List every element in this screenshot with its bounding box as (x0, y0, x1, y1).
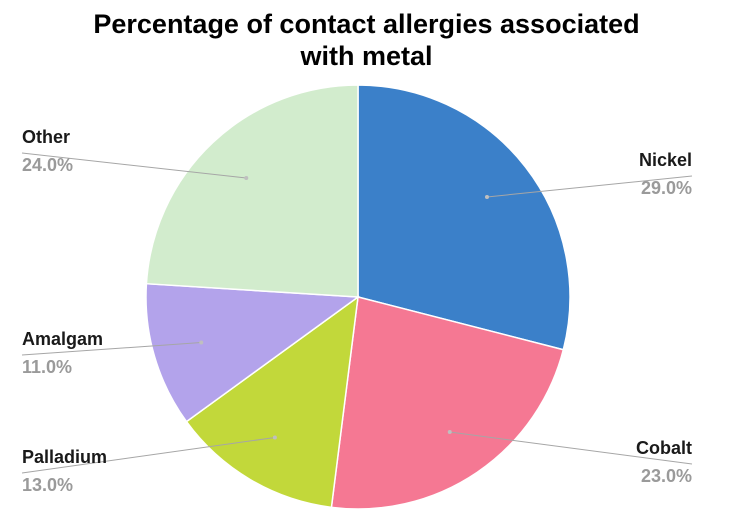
leader-line-palladium (21, 437, 275, 474)
slice-label-other: Other (22, 127, 70, 147)
pie-slice-other (145, 84, 359, 298)
leader-line-nickel (486, 175, 693, 198)
slice-value-palladium: 13.0% (22, 475, 73, 495)
pie-slice-palladium (185, 295, 359, 509)
leader-dot-other (244, 176, 249, 181)
slice-value-nickel: 29.0% (641, 178, 692, 198)
slice-value-cobalt: 23.0% (641, 466, 692, 486)
slice-value-amalgam: 11.0% (22, 357, 72, 377)
slice-label-nickel: Nickel (639, 150, 692, 170)
leader-line-cobalt (449, 431, 693, 465)
pie-slices (145, 84, 571, 510)
chart-title: Percentage of contact allergies associat… (0, 8, 733, 72)
leader-line-amalgam (21, 342, 202, 356)
slice-label-palladium: Palladium (22, 447, 107, 467)
chart-title-line-2: with metal (300, 41, 433, 71)
slice-label-cobalt: Cobalt (636, 438, 692, 458)
slice-label-amalgam: Amalgam (22, 329, 103, 349)
leader-dot-palladium (272, 435, 277, 440)
leader-line-other (21, 152, 247, 179)
leader-dot-amalgam (199, 340, 204, 345)
pie-slice-nickel (357, 84, 571, 351)
pie-slice-cobalt (330, 296, 565, 510)
pie-labels: Nickel 29.0% Cobalt 23.0% Palladium 13.0% Amal… (21, 127, 693, 495)
leader-dot-cobalt (447, 430, 452, 435)
slice-value-other: 24.0% (22, 155, 73, 175)
leader-dot-nickel (484, 194, 489, 199)
chart-title-line-1: Percentage of contact allergies associat… (93, 9, 640, 39)
pie-slice-amalgam (145, 282, 361, 423)
